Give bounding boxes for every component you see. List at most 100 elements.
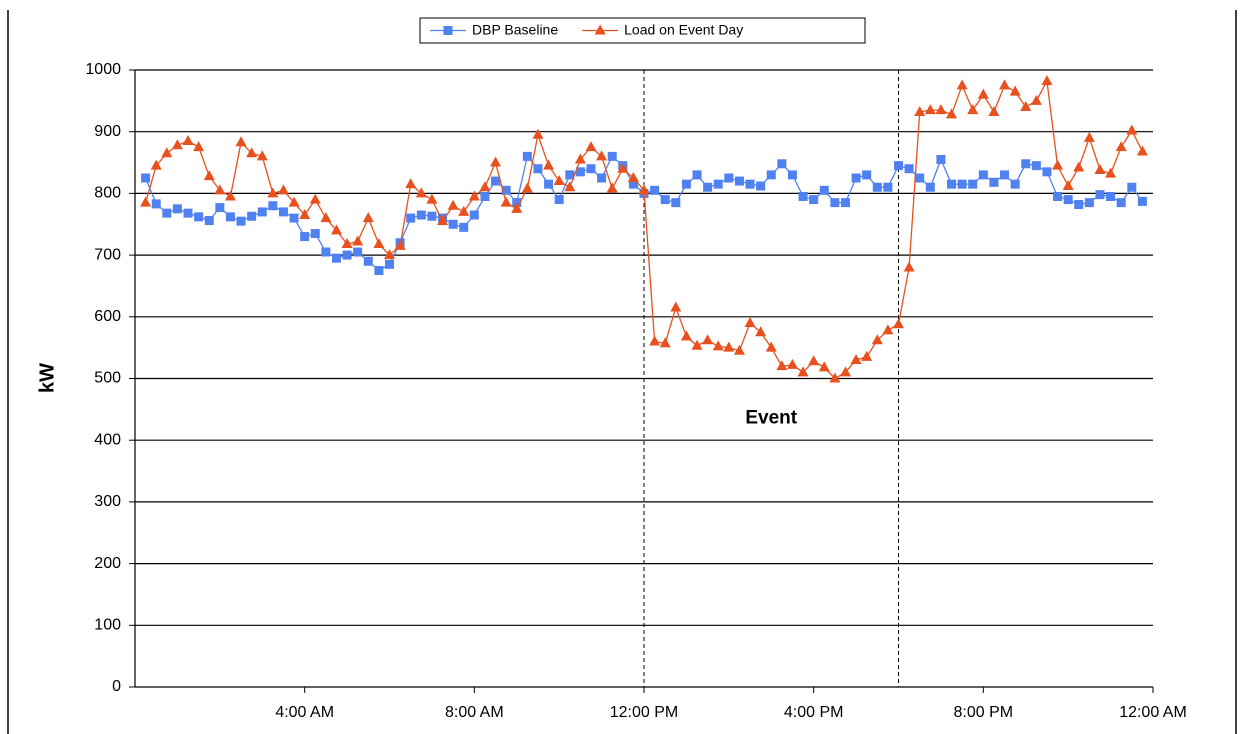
legend-box	[419, 17, 866, 44]
y-tick-label: 0	[112, 678, 121, 695]
data-point	[638, 184, 650, 195]
data-point	[320, 212, 332, 223]
data-point	[1094, 163, 1106, 174]
data-point	[850, 353, 862, 364]
data-point	[692, 170, 702, 180]
data-point	[1030, 94, 1042, 105]
data-point	[448, 219, 458, 229]
y-tick-label: 1000	[85, 61, 121, 78]
data-point	[553, 175, 565, 186]
y-tick-label: 700	[94, 246, 121, 263]
x-tick-label: 4:00 AM	[275, 704, 334, 721]
data-point	[1009, 85, 1021, 96]
data-point	[829, 372, 841, 383]
data-point	[999, 79, 1011, 90]
data-point	[352, 235, 364, 246]
data-point	[150, 159, 162, 170]
data-point	[427, 211, 437, 221]
data-point	[300, 232, 310, 242]
data-point	[288, 196, 300, 207]
x-tick-label: 12:00 AM	[1119, 704, 1187, 721]
data-point	[756, 181, 766, 191]
data-point	[1115, 141, 1127, 152]
data-point	[468, 190, 480, 201]
data-point	[680, 330, 692, 341]
data-point	[203, 170, 215, 181]
data-point	[1116, 198, 1126, 208]
data-point	[596, 150, 608, 161]
data-point	[586, 164, 596, 174]
data-point	[627, 171, 639, 182]
data-point	[289, 213, 299, 223]
data-point	[247, 211, 257, 221]
data-point	[809, 195, 819, 205]
data-point	[819, 185, 829, 195]
data-point	[1073, 161, 1085, 172]
legend-label: DBP Baseline	[472, 22, 558, 38]
data-point	[215, 203, 225, 213]
data-point	[935, 104, 947, 115]
data-point	[511, 202, 523, 213]
data-point	[1136, 145, 1148, 156]
data-point	[839, 366, 851, 377]
x-tick-label: 12:00 PM	[610, 704, 678, 721]
data-point	[1031, 161, 1041, 171]
data-point	[342, 250, 352, 260]
data-point	[650, 185, 660, 195]
data-point	[649, 335, 661, 346]
data-point	[925, 182, 935, 192]
x-tick-label: 8:00 AM	[445, 704, 504, 721]
data-point	[808, 355, 820, 366]
data-point	[575, 167, 585, 177]
data-point	[723, 341, 735, 352]
data-point	[469, 210, 479, 220]
data-point	[331, 253, 341, 263]
data-point	[532, 128, 544, 139]
data-point	[385, 259, 394, 269]
data-point	[459, 222, 469, 232]
data-point	[894, 161, 903, 171]
data-point	[776, 360, 788, 371]
legend-marker	[443, 26, 453, 35]
y-tick-label: 600	[94, 308, 121, 325]
data-point	[734, 176, 744, 186]
data-point	[924, 104, 936, 115]
data-point	[394, 239, 406, 250]
data-point	[458, 205, 470, 216]
y-tick-label: 900	[94, 123, 121, 140]
data-point	[861, 350, 873, 361]
data-point	[1106, 191, 1116, 201]
data-point	[585, 141, 597, 152]
data-point	[1084, 198, 1094, 208]
data-point	[268, 201, 278, 211]
data-point	[617, 162, 629, 173]
data-point	[479, 181, 491, 192]
data-point	[1041, 75, 1053, 86]
data-point	[278, 207, 288, 217]
data-point	[893, 318, 904, 329]
data-point	[500, 196, 512, 207]
data-point	[830, 198, 840, 208]
data-point	[151, 199, 161, 209]
data-point	[491, 176, 501, 186]
data-point	[660, 195, 670, 205]
data-point	[882, 324, 894, 335]
data-point	[1105, 167, 1117, 178]
data-point	[903, 261, 915, 272]
data-point	[353, 247, 363, 257]
data-point	[936, 154, 946, 164]
series-line	[144, 79, 1143, 380]
data-point	[606, 182, 618, 193]
data-point	[628, 179, 638, 189]
data-point	[204, 216, 214, 226]
data-point	[363, 256, 373, 266]
data-point	[299, 208, 311, 219]
data-point	[713, 179, 723, 189]
data-point	[851, 173, 861, 183]
data-point	[766, 170, 776, 180]
data-point	[915, 173, 925, 183]
data-point	[161, 147, 173, 158]
data-point	[1127, 182, 1137, 192]
